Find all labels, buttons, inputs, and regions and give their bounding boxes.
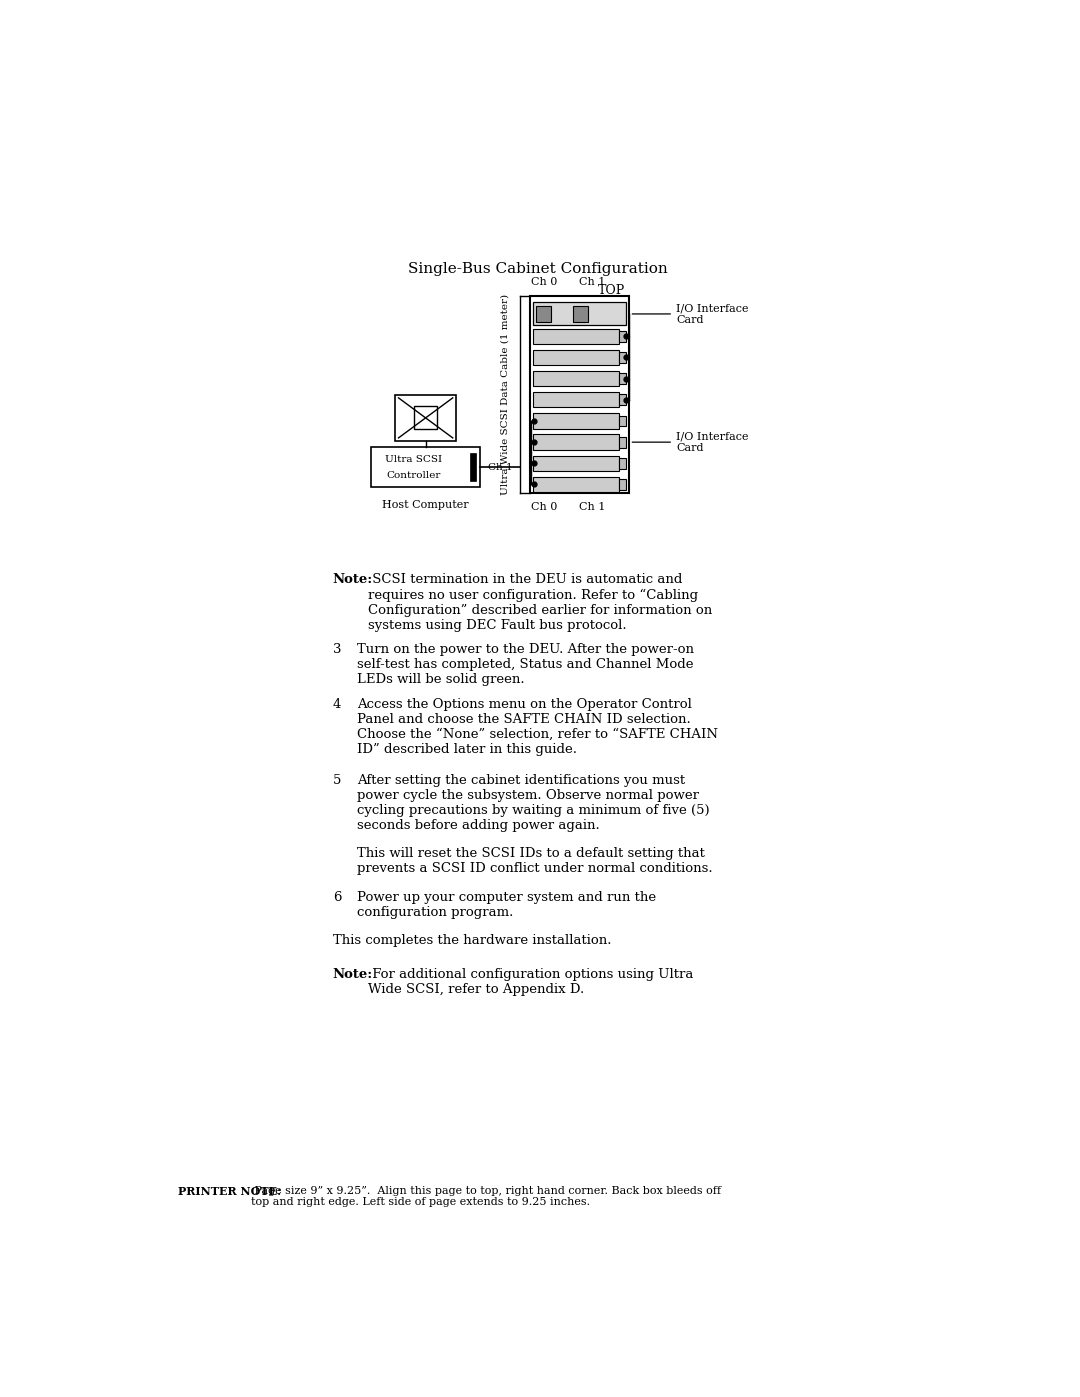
Bar xyxy=(534,476,619,492)
Text: Ch 1: Ch 1 xyxy=(488,462,512,472)
Text: Controller: Controller xyxy=(387,471,442,479)
Bar xyxy=(619,415,626,426)
Text: TOP: TOP xyxy=(598,284,625,296)
Bar xyxy=(470,453,476,481)
Text: I/O Interface
Card: I/O Interface Card xyxy=(632,303,748,324)
Text: Ultra Wide SCSI Data Cable (1 meter): Ultra Wide SCSI Data Cable (1 meter) xyxy=(501,293,510,495)
Text: 3: 3 xyxy=(333,643,341,655)
Text: Turn on the power to the DEU. After the power-on
self-test has completed, Status: Turn on the power to the DEU. After the … xyxy=(357,643,694,686)
Text: Note:: Note: xyxy=(333,968,373,981)
Text: I/O Interface
Card: I/O Interface Card xyxy=(632,432,748,453)
Text: Ch 1: Ch 1 xyxy=(579,277,606,286)
Bar xyxy=(619,373,626,384)
Bar xyxy=(534,393,619,408)
Text: PRINTER NOTE:: PRINTER NOTE: xyxy=(177,1186,281,1197)
Text: Ch 0: Ch 0 xyxy=(531,502,557,511)
Text: Power up your computer system and run the
configuration program.: Power up your computer system and run th… xyxy=(357,891,657,919)
Text: Page size 9” x 9.25”.  Align this page to top, right hand corner. Back box bleed: Page size 9” x 9.25”. Align this page to… xyxy=(252,1186,721,1207)
Text: 4: 4 xyxy=(333,698,341,711)
Text: 6: 6 xyxy=(333,891,341,904)
Bar xyxy=(619,437,626,447)
Bar xyxy=(537,306,551,321)
Bar xyxy=(619,352,626,363)
Bar xyxy=(530,296,630,493)
Text: This completes the hardware installation.: This completes the hardware installation… xyxy=(333,933,611,947)
Bar xyxy=(372,447,480,488)
Bar xyxy=(619,331,626,342)
Text: Host Computer: Host Computer xyxy=(382,500,469,510)
Bar xyxy=(619,479,626,490)
Text: Ultra SCSI: Ultra SCSI xyxy=(386,454,443,464)
Bar xyxy=(619,458,626,469)
Text: 5: 5 xyxy=(333,774,341,787)
Text: Access the Options menu on the Operator Control
Panel and choose the SAFTE CHAIN: Access the Options menu on the Operator … xyxy=(357,698,718,756)
Bar xyxy=(619,394,626,405)
Bar xyxy=(534,328,619,344)
Bar xyxy=(534,434,619,450)
Text: SCSI termination in the DEU is automatic and
requires no user configuration. Ref: SCSI termination in the DEU is automatic… xyxy=(368,573,713,631)
Text: Single-Bus Cabinet Configuration: Single-Bus Cabinet Configuration xyxy=(408,263,667,277)
Bar xyxy=(395,395,456,441)
Bar xyxy=(572,306,588,321)
Bar xyxy=(534,455,619,471)
Text: After setting the cabinet identifications you must
power cycle the subsystem. Ob: After setting the cabinet identification… xyxy=(357,774,710,831)
Text: This will reset the SCSI IDs to a default setting that
prevents a SCSI ID confli: This will reset the SCSI IDs to a defaul… xyxy=(357,847,713,875)
Bar xyxy=(534,414,619,429)
Text: Note:: Note: xyxy=(333,573,373,587)
Text: Ch 0: Ch 0 xyxy=(531,277,557,286)
Bar xyxy=(534,349,619,365)
Text: Ch 1: Ch 1 xyxy=(579,502,606,511)
Bar xyxy=(414,407,437,429)
Text: For additional configuration options using Ultra
Wide SCSI, refer to Appendix D.: For additional configuration options usi… xyxy=(368,968,693,996)
Bar xyxy=(534,302,626,326)
Bar xyxy=(534,372,619,387)
